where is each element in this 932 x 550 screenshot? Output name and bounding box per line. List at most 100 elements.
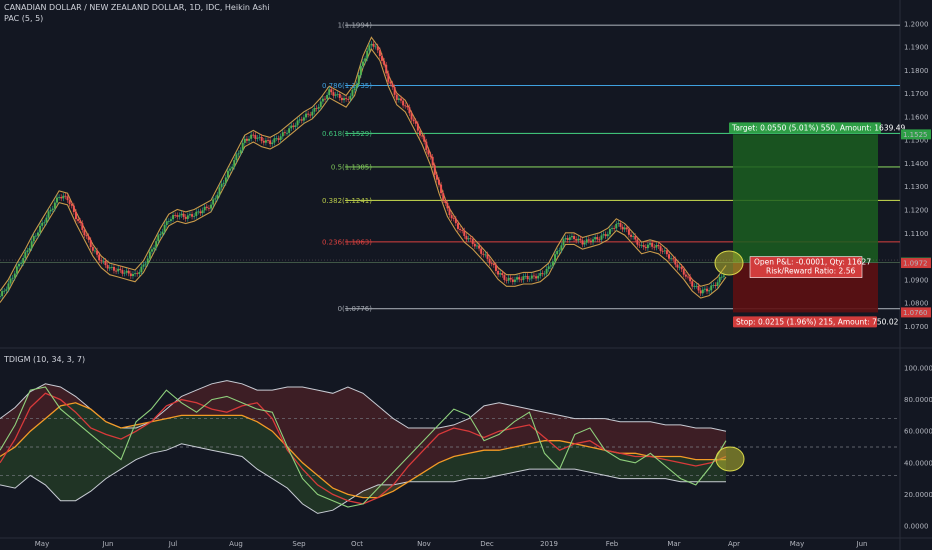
candle-body <box>180 213 183 216</box>
candle-body <box>393 87 396 95</box>
candle-body <box>642 245 645 247</box>
tdigm-indicator-label[interactable]: TDIGM (10, 34, 3, 7) <box>4 355 86 364</box>
time-tick-label: Aug <box>229 540 243 548</box>
fib-level-label: 0.382(1.1241) <box>322 197 372 205</box>
candle-body <box>193 215 196 217</box>
price-tag <box>901 129 931 140</box>
candle-body <box>720 276 723 278</box>
candle-body <box>437 179 440 185</box>
target-label: Target: 0.0550 (5.01%) 550, Amount: 1639… <box>731 123 906 132</box>
candle-body <box>155 241 158 248</box>
candle-body <box>199 211 202 214</box>
candle-body <box>442 193 445 201</box>
candle-body <box>267 140 270 142</box>
candle-body <box>716 282 719 286</box>
candle-body <box>159 234 162 236</box>
candle-body <box>119 268 122 271</box>
pac-indicator-label[interactable]: PAC (5, 5) <box>4 14 44 23</box>
candle-body <box>545 268 548 274</box>
candle-body <box>623 227 626 230</box>
candle-body <box>450 215 453 219</box>
candle-body <box>144 263 147 265</box>
candle-body <box>630 234 633 237</box>
candle-body <box>150 249 153 252</box>
candle-body <box>499 273 502 275</box>
candle-body <box>687 276 690 278</box>
candle-body <box>568 237 571 240</box>
candle-body <box>374 46 377 48</box>
candle-body <box>28 248 31 251</box>
candle-body <box>1 291 4 297</box>
candle-body <box>670 258 673 260</box>
candle-body <box>127 270 130 274</box>
candle-body <box>81 223 84 230</box>
candle-body <box>490 263 493 265</box>
candle-body <box>577 238 580 241</box>
candle-body <box>85 235 88 237</box>
candle-body <box>256 137 259 139</box>
candle-body <box>366 50 369 59</box>
candle-body <box>87 236 90 240</box>
candle-body <box>72 205 75 212</box>
candle-body <box>421 135 424 137</box>
candle-body <box>511 279 514 282</box>
candle-body <box>575 239 578 241</box>
candle-body <box>129 273 132 277</box>
price-tag-label: 1.0972 <box>903 260 928 268</box>
candle-body <box>562 239 565 246</box>
fibonacci-retracement[interactable]: 1(1.1994) 0.786(1.1735) 0.618(1.1529) 0.5(1… <box>322 22 900 313</box>
candle-body <box>210 204 213 209</box>
risk-reward-label: Risk/Reward Ratio: 2.56 <box>766 267 855 276</box>
candle-body <box>131 273 134 277</box>
pnl-box[interactable] <box>749 256 863 278</box>
candle-body <box>380 56 383 61</box>
candle-body <box>5 289 8 291</box>
long-position-tool[interactable]: Target: 0.0550 (5.01%) 550, Amount: 1639… <box>0 122 906 328</box>
fib-level-label: 0.618(1.1529) <box>322 130 372 138</box>
candle-body <box>313 107 316 112</box>
indicator-tick-label: 80.0000 <box>904 396 932 404</box>
candle-body <box>454 218 457 224</box>
candle-body <box>264 140 267 143</box>
candle-body <box>112 266 115 271</box>
candle-body <box>125 270 128 273</box>
symbol-title[interactable]: CANADIAN DOLLAR / NEW ZEALAND DOLLAR, 1D… <box>4 3 270 12</box>
candle-body <box>549 265 552 267</box>
time-tick-label: Oct <box>351 540 363 548</box>
candle-body <box>39 225 42 233</box>
candle-body <box>509 277 512 280</box>
candle-body <box>543 273 546 275</box>
candle-body <box>589 240 592 243</box>
candle-body <box>412 119 415 122</box>
candle-body <box>518 277 521 280</box>
candle-body <box>606 234 609 237</box>
candle-body <box>435 174 438 180</box>
candle-body <box>326 95 329 99</box>
candle-body <box>507 277 510 281</box>
indicator-tick-label: 60.0000 <box>904 428 932 436</box>
stop-label-box[interactable] <box>733 316 877 328</box>
price-tick-label: 1.1800 <box>904 67 929 75</box>
target-zone[interactable] <box>733 134 878 263</box>
candle-body <box>324 98 327 100</box>
candle-body <box>539 273 542 276</box>
candle-body <box>676 264 679 268</box>
candle-body <box>172 215 175 220</box>
candle-body <box>140 266 143 273</box>
candle-body <box>186 215 189 219</box>
price-tick-label: 1.1700 <box>904 90 929 98</box>
candle-body <box>283 132 286 134</box>
candle-body <box>592 239 595 243</box>
candle-body <box>503 275 506 280</box>
candle-body <box>718 277 721 283</box>
candle-body <box>197 211 200 213</box>
candle-body <box>399 98 402 101</box>
target-label-box[interactable] <box>729 122 881 134</box>
candle-body <box>613 228 616 229</box>
candle-body <box>465 235 468 240</box>
candle-body <box>478 245 481 249</box>
candle-body <box>410 113 413 120</box>
candle-body <box>513 279 516 282</box>
candle-body <box>169 219 172 221</box>
